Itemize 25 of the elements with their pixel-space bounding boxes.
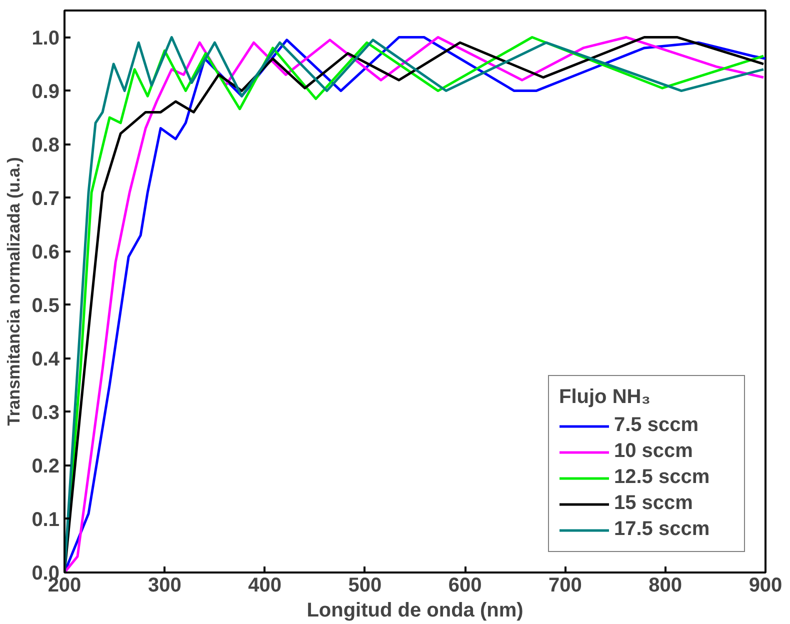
x-tick-label: 500 — [348, 574, 382, 596]
x-tick-label: 700 — [548, 574, 582, 596]
y-tick-label: 0.3 — [32, 402, 60, 424]
legend-label: 17.5 sccm — [614, 518, 711, 541]
y-tick-label: 1.0 — [32, 27, 60, 50]
x-tick-label: 900 — [748, 574, 782, 596]
y-tick-label: 0.8 — [32, 134, 60, 156]
y-tick-label: 0.7 — [32, 188, 60, 210]
legend-label: 15 sccm — [614, 492, 694, 515]
y-tick-label: 0.6 — [32, 241, 60, 264]
y-tick-label: 0.9 — [32, 80, 60, 103]
x-tick-label: 400 — [248, 574, 282, 596]
legend-label: 12.5 sccm — [614, 466, 711, 489]
y-tick-label: 0.1 — [32, 508, 60, 531]
x-tick-label: 800 — [648, 574, 682, 596]
x-axis-title: Longitud de onda (nm) — [306, 600, 524, 622]
legend-label: 10 sccm — [614, 440, 694, 463]
y-tick-label: 0.2 — [32, 455, 60, 478]
y-tick-label: 0.5 — [32, 294, 60, 317]
legend-label: 7.5 sccm — [614, 414, 700, 437]
legend-title: Flujo NH₃ — [559, 386, 652, 409]
y-axis-title: Transmitancia normalizada (u.a.) — [4, 157, 24, 426]
x-tick-label: 300 — [148, 574, 182, 596]
y-tick-label: 0.4 — [32, 348, 60, 370]
x-tick-label: 600 — [448, 574, 482, 596]
